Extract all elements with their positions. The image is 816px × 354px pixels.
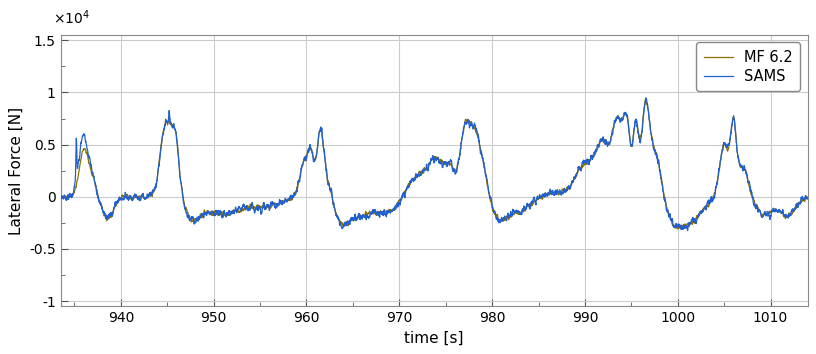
X-axis label: time [s]: time [s]: [405, 331, 463, 346]
MF 6.2: [641, 98, 650, 102]
MF 6.2: [803, 197, 813, 201]
Line: MF 6.2: MF 6.2: [60, 100, 808, 229]
SAMS: [641, 96, 650, 100]
MF 6.2: [673, 227, 683, 231]
MF 6.2: [55, 194, 65, 198]
SAMS: [699, 206, 709, 211]
SAMS: [683, 228, 693, 233]
SAMS: [153, 172, 162, 176]
MF 6.2: [153, 173, 162, 178]
MF 6.2: [426, 158, 436, 162]
SAMS: [426, 156, 436, 161]
Line: SAMS: SAMS: [60, 98, 808, 230]
SAMS: [529, 195, 539, 199]
Text: $\times 10^4$: $\times 10^4$: [53, 8, 90, 27]
Legend: MF 6.2, SAMS: MF 6.2, SAMS: [696, 42, 800, 91]
SAMS: [55, 194, 65, 198]
Y-axis label: Lateral Force [N]: Lateral Force [N]: [8, 107, 24, 235]
MF 6.2: [285, 197, 295, 201]
MF 6.2: [699, 206, 709, 211]
SAMS: [285, 197, 295, 201]
MF 6.2: [731, 137, 741, 141]
SAMS: [803, 195, 813, 200]
MF 6.2: [529, 199, 539, 203]
SAMS: [731, 139, 741, 143]
